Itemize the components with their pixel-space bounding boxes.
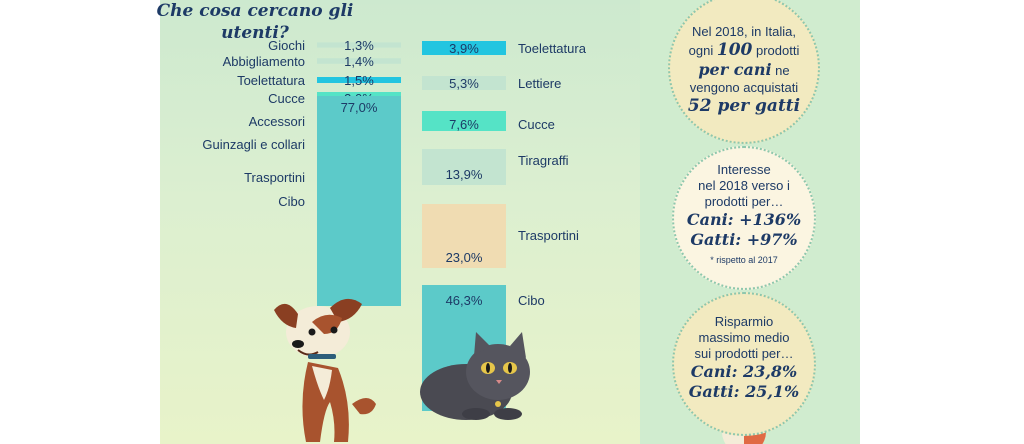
bar-cat-trasportini: [422, 204, 506, 268]
info-text: vengono acquistati: [689, 80, 799, 95]
category-label: Toelettatura: [518, 41, 587, 56]
info-text: per cani ne: [698, 60, 790, 79]
dog-illustration: [274, 298, 376, 442]
info-text: sui prodotti per…: [694, 346, 794, 361]
info-circle-interest: Interesse nel 2018 verso i prodotti per……: [672, 146, 816, 290]
info-highlight-cani: Cani: 23,8%: [690, 362, 798, 381]
info-circle-ratio: Nel 2018, in Italia, ogni 100 prodotti p…: [668, 0, 820, 144]
info-highlight-cani: Cani: +136%: [686, 210, 802, 229]
chart-title: Che cosa cercano gli utenti?: [156, 1, 354, 43]
category-label: Trasportini: [518, 228, 579, 243]
category-label: Trasportini: [244, 170, 305, 185]
value-label: 5,3%: [449, 76, 479, 91]
value-label: 23,0%: [446, 250, 483, 265]
info-circle-savings: Risparmio massimo medio sui prodotti per…: [672, 292, 816, 436]
info-text: Interesse: [717, 162, 771, 177]
bar-dog-abbigliamento: [317, 58, 401, 64]
value-label: 1,3%: [344, 38, 374, 53]
category-label: Tiragraffi: [518, 153, 569, 168]
info-note: * rispetto al 2017: [710, 255, 778, 265]
category-label: Cibo: [278, 194, 305, 209]
category-label: Cucce: [268, 91, 305, 106]
value-label: 1,5%: [344, 73, 374, 88]
category-label: Accessori: [249, 114, 305, 129]
cat-illustration: [420, 332, 530, 420]
info-text: massimo medio: [698, 330, 790, 345]
info-text: prodotti per…: [704, 194, 784, 209]
info-highlight-gatti: Gatti: +97%: [690, 230, 798, 249]
value-label: 7,6%: [449, 117, 479, 132]
info-text: ogni 100 prodotti: [688, 40, 800, 60]
value-label: 3,9%: [449, 41, 479, 56]
category-label: Toelettatura: [237, 73, 306, 88]
category-label: Lettiere: [518, 76, 561, 91]
info-text: Nel 2018, in Italia,: [691, 24, 797, 39]
category-label: Cibo: [518, 293, 545, 308]
value-label: 46,3%: [446, 293, 483, 308]
bar-cat-cucce: [422, 111, 506, 131]
category-label: Cucce: [518, 117, 555, 132]
bar-cat-toelettatura: [422, 41, 506, 55]
info-highlight: 52 per gatti: [687, 96, 801, 116]
info-text: nel 2018 verso i: [698, 178, 790, 193]
bar-dog-toelettatura: [317, 77, 401, 83]
category-label: Abbigliamento: [223, 54, 305, 69]
category-label: Guinzagli e collari: [202, 137, 305, 152]
info-text: Risparmio: [714, 314, 774, 329]
bar-chart: Giochi 1,3% Abbigliamento 1,4% Toelettatura 1…: [202, 38, 587, 411]
value-label: 1,4%: [344, 54, 374, 69]
category-label: Giochi: [268, 38, 305, 53]
bar-cat-tiragraffi: [422, 149, 506, 185]
info-highlight-gatti: Gatti: 25,1%: [688, 382, 800, 401]
bar-dog-cibo: [317, 96, 401, 306]
bar-cat-lettiere: [422, 76, 506, 90]
bar-dog-giochi: [317, 42, 401, 48]
value-label: 77,0%: [341, 100, 378, 115]
value-label: 13,9%: [446, 167, 483, 182]
